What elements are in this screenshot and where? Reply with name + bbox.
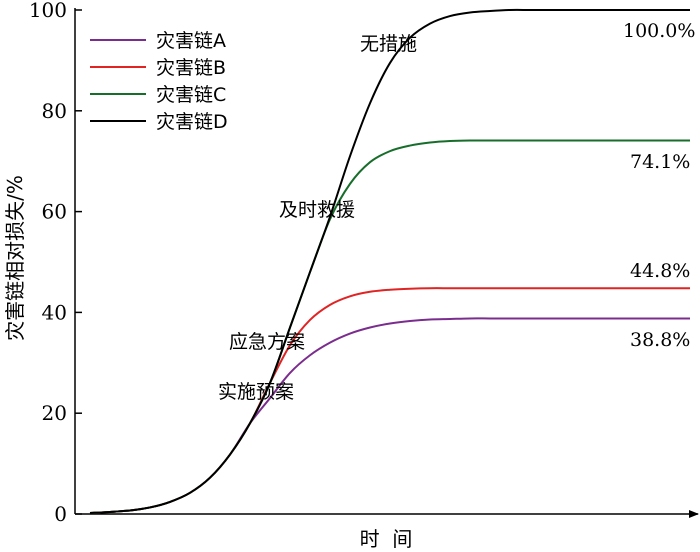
y-tick-label: 60 <box>42 200 67 224</box>
end-label-d: 100.0% <box>623 20 695 42</box>
series-line-b <box>89 287 690 514</box>
legend-label-a: 灾害链A <box>156 30 226 52</box>
y-tick-label: 80 <box>42 99 67 123</box>
y-tick-label: 20 <box>42 401 67 425</box>
y-tick-label: 40 <box>42 300 67 324</box>
series-lines <box>89 8 690 514</box>
annotation-timely-rescue: 及时救援 <box>279 199 355 221</box>
series-line-d <box>89 8 690 514</box>
legend-label-d: 灾害链D <box>156 111 228 133</box>
legend-label-b: 灾害链B <box>156 57 226 79</box>
annotation-emergency-plan: 应急方案 <box>229 331 305 353</box>
legend-label-c: 灾害链C <box>156 84 226 106</box>
end-label-b: 44.8% <box>630 260 690 282</box>
legend: 灾害链A 灾害链B 灾害链C 灾害链D <box>90 30 228 133</box>
end-label-a: 38.8% <box>630 329 690 351</box>
y-axis-title: 灾害链相对损失/% <box>3 175 27 341</box>
annotation-no-measure: 无措施 <box>360 33 417 55</box>
end-label-c: 74.1% <box>630 151 690 173</box>
series-line-c <box>89 139 690 514</box>
y-tick-label: 100 <box>29 0 67 22</box>
annotation-implement-plan: 实施预案 <box>218 381 294 403</box>
y-ticks: 0 20 40 60 80 100 <box>29 0 82 526</box>
x-axis-title: 时 间 <box>360 527 413 551</box>
y-tick-label: 0 <box>54 502 67 526</box>
series-line-a <box>89 317 690 514</box>
